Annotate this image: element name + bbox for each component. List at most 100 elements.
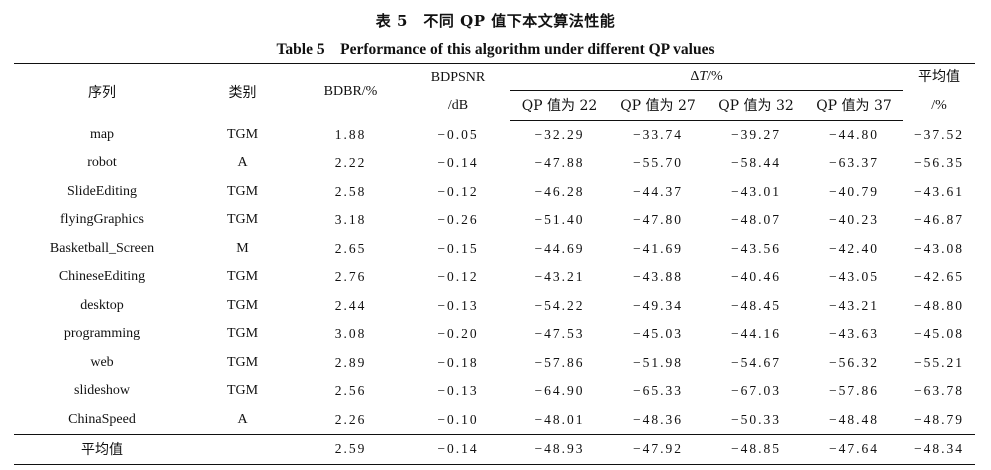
cell-sequence: web	[90, 354, 114, 370]
cell-qp37: −40.79	[829, 183, 879, 199]
cell-average: −55.21	[914, 354, 964, 370]
average-qp27: −47.92	[609, 434, 707, 464]
cell-qp27: −55.70	[633, 155, 683, 171]
header-bdbr: BDBR/%	[323, 84, 378, 99]
cell-bdbr: 2.56	[334, 383, 367, 399]
table-row: desktop TGM 2.44 −0.13 −54.22 −49.34 −48.45 −43…	[14, 292, 975, 321]
header-delta-symbol: Δ	[690, 69, 700, 85]
average-row: 平均值 2.59 −0.14 −48.93 −47.92 −48.85 −47.…	[14, 434, 975, 464]
cell-sequence: robot	[87, 155, 117, 171]
average-qp37: −47.64	[805, 434, 903, 464]
cell-qp27: −51.98	[633, 354, 683, 370]
cell-bdpsnr: −0.15	[437, 240, 479, 256]
cell-sequence: flyingGraphics	[60, 212, 144, 228]
cell-qp37: −44.80	[829, 126, 879, 142]
cell-category: TGM	[226, 354, 259, 370]
header-qp37: QP 值为 37	[805, 90, 903, 121]
cell-sequence: slideshow	[74, 383, 130, 399]
cell-average: −37.52	[914, 126, 964, 142]
cell-qp32: −50.33	[731, 411, 781, 427]
cell-bdpsnr: −0.26	[437, 212, 479, 228]
performance-table-container: 序列 类别 BDBR/% BDPSNR /dB ΔT/% 平均值 /% QP 值…	[14, 63, 975, 465]
cell-bdbr: 3.08	[334, 326, 367, 342]
cell-bdbr: 2.65	[334, 240, 367, 256]
cell-category: TGM	[226, 183, 259, 199]
cell-qp27: −47.80	[633, 212, 683, 228]
header-qp27: QP 值为 27	[609, 90, 707, 121]
cell-qp27: −45.03	[633, 326, 683, 342]
cell-bdbr: 1.88	[334, 126, 367, 142]
average-bdbr: 2.59	[295, 434, 406, 464]
cell-bdbr: 2.22	[334, 155, 367, 171]
table-row: ChinaSpeed A 2.26 −0.10 −48.01 −48.36 −50.33 −4…	[14, 406, 975, 435]
header-average: 平均值 /%	[903, 64, 975, 121]
cell-bdbr: 2.89	[334, 354, 367, 370]
cell-qp32: −39.27	[731, 126, 781, 142]
cell-qp32: −58.44	[731, 155, 781, 171]
cell-qp27: −48.36	[633, 411, 683, 427]
header-bdpsnr-line2: /dB	[447, 98, 469, 113]
header-qp32: QP 值为 32	[707, 90, 805, 121]
cell-qp32: −43.01	[731, 183, 781, 199]
cell-qp32: −54.67	[731, 354, 781, 370]
average-label: 平均值	[14, 434, 190, 464]
cell-bdbr: 2.58	[334, 183, 367, 199]
cell-bdbr: 3.18	[334, 212, 367, 228]
cell-qp32: −67.03	[731, 383, 781, 399]
cell-average: −48.80	[914, 297, 964, 313]
cell-category: A	[237, 411, 248, 427]
cell-sequence: SlideEditing	[67, 183, 137, 199]
cell-category: TGM	[226, 126, 259, 142]
cell-qp22: −48.01	[534, 411, 585, 427]
header-bdpsnr-line1: BDPSNR	[430, 70, 486, 85]
cell-bdpsnr: −0.13	[437, 383, 479, 399]
header-delta-t: ΔT/%	[510, 63, 903, 92]
cell-bdpsnr: −0.20	[437, 326, 479, 342]
table-caption-cn: 表 5 不同 QP 值下本文算法性能	[375, 12, 616, 30]
cell-qp27: −33.74	[633, 126, 683, 142]
cell-qp22: −44.69	[534, 240, 585, 256]
cell-average: −63.78	[914, 383, 964, 399]
table-row: SlideEditing TGM 2.58 −0.12 −46.28 −44.37 −43.…	[14, 178, 975, 207]
table-row: robot A 2.22 −0.14 −47.88 −55.70 −58.44 −63.37 −…	[14, 149, 975, 178]
table-row: ChineseEditing TGM 2.76 −0.12 −43.21 −43.88 −4…	[14, 263, 975, 292]
cell-qp22: −57.86	[534, 354, 585, 370]
cell-qp32: −48.07	[731, 212, 781, 228]
cell-qp37: −40.23	[829, 212, 879, 228]
cell-qp22: −64.90	[534, 383, 585, 399]
cell-average: −56.35	[914, 155, 964, 171]
cell-qp32: −43.56	[731, 240, 781, 256]
header-bdpsnr: BDPSNR /dB	[406, 64, 510, 121]
header-average-line1: 平均值	[918, 70, 960, 85]
cell-average: −46.87	[914, 212, 964, 228]
average-qp22: −48.93	[510, 434, 609, 464]
cell-qp37: −43.63	[829, 326, 879, 342]
cell-qp32: −40.46	[731, 269, 781, 285]
table-caption-en: Table 5 Performance of this algorithm un…	[276, 41, 715, 58]
cell-average: −42.65	[914, 269, 964, 285]
cell-qp37: −48.48	[829, 411, 879, 427]
header-delta-var: T	[699, 69, 708, 85]
average-category	[190, 434, 295, 464]
cell-qp37: −43.21	[829, 297, 879, 313]
table-row: web TGM 2.89 −0.18 −57.86 −51.98 −54.67 −56.32 −…	[14, 349, 975, 378]
cell-category: TGM	[226, 269, 259, 285]
cell-bdbr: 2.44	[334, 297, 367, 313]
header-sequence: 序列	[88, 85, 116, 101]
header-category: 类别	[228, 85, 257, 101]
cell-category: TGM	[226, 383, 259, 399]
cell-category: A	[237, 155, 248, 171]
cell-bdbr: 2.26	[334, 411, 367, 427]
cell-bdpsnr: −0.05	[437, 126, 479, 142]
cell-sequence: Basketball_Screen	[49, 240, 155, 256]
cell-average: −43.08	[914, 240, 964, 256]
cell-bdpsnr: −0.10	[437, 411, 479, 427]
cell-qp27: −43.88	[633, 269, 683, 285]
cell-qp27: −49.34	[633, 297, 683, 313]
cell-qp22: −51.40	[534, 212, 585, 228]
table-row: programming TGM 3.08 −0.20 −47.53 −45.03 −44.1…	[14, 320, 975, 349]
table-row: map TGM 1.88 −0.05 −32.29 −33.74 −39.27 −44.80 −…	[14, 120, 975, 149]
table-row: flyingGraphics TGM 3.18 −0.26 −51.40 −47.80 −4…	[14, 206, 975, 235]
cell-bdbr: 2.76	[334, 269, 367, 285]
table-footer: 平均值 2.59 −0.14 −48.93 −47.92 −48.85 −47.…	[14, 434, 975, 464]
